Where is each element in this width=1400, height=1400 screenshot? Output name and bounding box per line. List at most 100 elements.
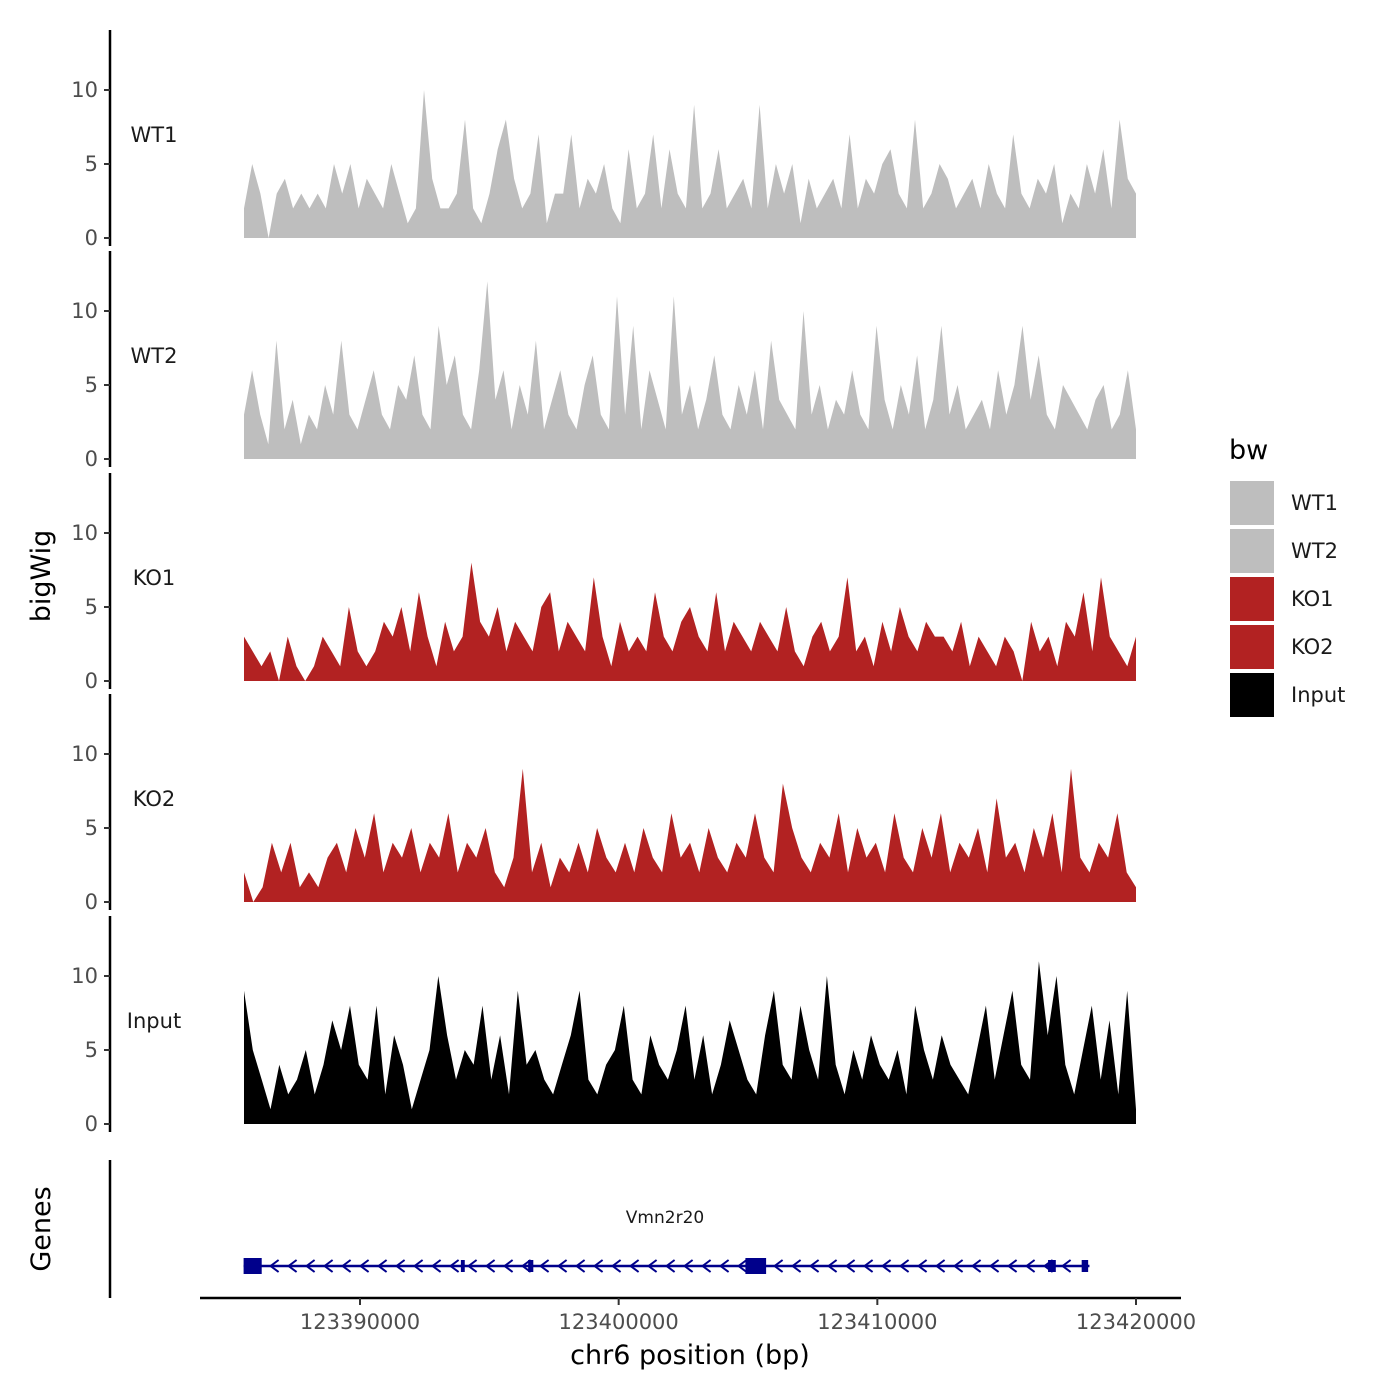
legend-label-WT2: WT2 [1291,539,1338,563]
track-Input: 0 5 10 Input [71,916,1136,1136]
coverage-area-KO2 [244,768,1136,902]
legend-key-WT1 [1228,479,1276,527]
legend-title: bw [1229,435,1268,466]
exon [243,1258,262,1274]
strand-arrow [646,1259,658,1273]
strand-arrow [880,1259,892,1273]
strand-arrow [340,1259,352,1273]
y-tick-label: 10 [71,521,98,545]
coverage-tracks: 0 5 10 WT1 0 5 10 WT2 0 5 10 KO1 0 5 10 KO2 0 5 10 Input [71,30,1136,1136]
y-tick-label: 10 [71,78,98,102]
strand-arrow [286,1259,298,1273]
coverage-area-KO1 [244,562,1136,681]
legend: bw WT1 WT2 KO1 KO2 Input [1228,435,1345,719]
exon [460,1260,465,1272]
x-tick-label: 123400000 [559,1310,679,1334]
strand-arrow [412,1259,424,1273]
strand-arrow [898,1259,910,1273]
track-label: KO2 [133,787,176,811]
strand-arrow [556,1259,568,1273]
strand-arrow [664,1259,676,1273]
strand-arrow [268,1259,280,1273]
x-axis: 123390000 123400000 123410000 123420000 [200,1296,1196,1334]
strand-arrow [394,1259,406,1273]
y-tick-label: 0 [85,669,98,693]
coverage-area-WT2 [244,281,1136,459]
legend-label-KO1: KO1 [1291,587,1334,611]
track-label: KO1 [133,566,176,590]
legend-label-KO2: KO2 [1291,635,1334,659]
strand-arrow [610,1259,622,1273]
gene-label: Vmn2r20 [626,1208,704,1228]
track-label: Input [127,1009,181,1033]
legend-label-WT1: WT1 [1291,491,1338,515]
legend-key-KO2 [1228,623,1276,671]
strand-arrow [592,1259,604,1273]
strand-arrow [430,1259,442,1273]
strand-arrow [772,1259,784,1273]
y-tick-label: 5 [85,1038,98,1062]
x-tick-label: 123410000 [817,1310,937,1334]
legend-label-Input: Input [1291,683,1345,707]
strand-arrow [574,1259,586,1273]
strand-arrow [952,1259,964,1273]
y-tick-label: 10 [71,964,98,988]
legend-key-KO1 [1228,575,1276,623]
x-tick-label: 123390000 [300,1310,420,1334]
gene-track-title: Genes [26,1186,57,1271]
track-WT2: 0 5 10 WT2 [71,251,1136,471]
strand-arrow [736,1259,748,1273]
y-tick-label: 5 [85,595,98,619]
strand-arrow [484,1259,496,1273]
strand-arrow [358,1259,370,1273]
track-label: WT2 [131,344,178,368]
strand-arrow [862,1259,874,1273]
y-tick-label: 5 [85,816,98,840]
track-KO1: 0 5 10 KO1 [71,473,1136,693]
strand-arrow [826,1259,838,1273]
strand-arrow [934,1259,946,1273]
strand-arrow [520,1259,532,1273]
strand-arrow [808,1259,820,1273]
y-tick-label: 0 [85,890,98,914]
x-axis-title: chr6 position (bp) [570,1340,810,1371]
y-tick-label: 10 [71,742,98,766]
exon [528,1260,534,1272]
strand-arrow [970,1259,982,1273]
strand-arrow [322,1259,334,1273]
strand-arrow [1060,1259,1072,1273]
strand-arrow [700,1259,712,1273]
coverage-area-WT1 [244,90,1136,238]
strand-arrow [538,1259,550,1273]
strand-arrow [844,1259,856,1273]
track-label: WT1 [131,123,178,147]
strand-arrow [1006,1259,1018,1273]
strand-arrow [988,1259,1000,1273]
y-axis-title: bigWig [26,530,57,623]
strand-arrow [448,1259,460,1273]
strand-arrow [502,1259,514,1273]
strand-arrow [718,1259,730,1273]
y-tick-label: 5 [85,152,98,176]
exon [1081,1260,1089,1272]
coverage-area-Input [244,961,1136,1124]
x-tick-label: 123420000 [1076,1310,1196,1334]
strand-arrow [1024,1259,1036,1273]
gene-track: Vmn2r20 [108,1160,1090,1298]
strand-arrow [682,1259,694,1273]
y-tick-label: 0 [85,1112,98,1136]
y-tick-label: 0 [85,226,98,250]
exon [1048,1260,1056,1272]
strand-arrow [916,1259,928,1273]
strand-arrow [628,1259,640,1273]
strand-arrow [376,1259,388,1273]
track-KO2: 0 5 10 KO2 [71,694,1136,914]
legend-key-Input [1228,671,1276,719]
strand-arrow [304,1259,316,1273]
y-tick-label: 0 [85,447,98,471]
strand-arrow [466,1259,478,1273]
y-tick-label: 5 [85,373,98,397]
strand-arrow [790,1259,802,1273]
y-tick-label: 10 [71,299,98,323]
